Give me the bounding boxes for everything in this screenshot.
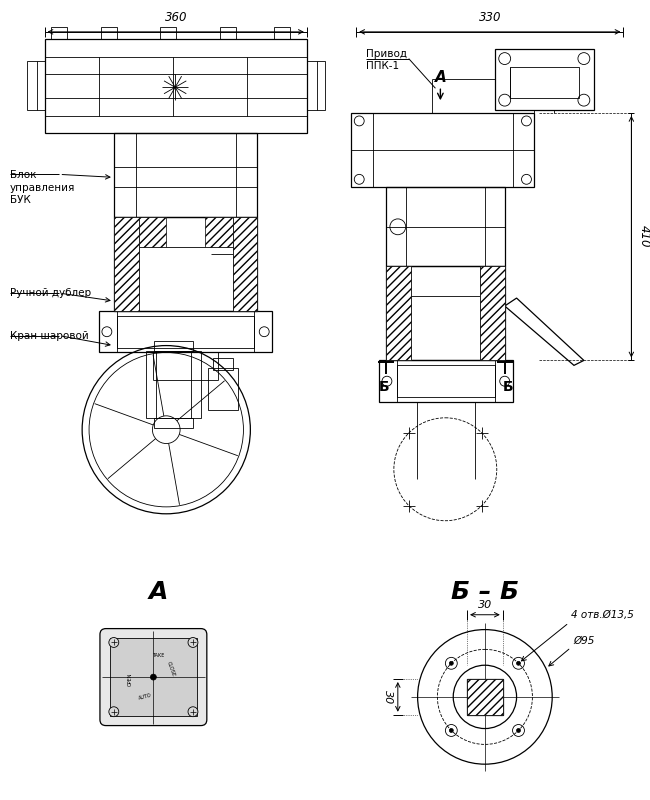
Polygon shape	[504, 298, 584, 366]
Bar	[386, 187, 504, 266]
Bar	[379, 361, 513, 402]
Text: Привод
ППК-1: Привод ППК-1	[366, 49, 407, 71]
Bar	[27, 61, 45, 110]
Bar	[386, 266, 411, 361]
Bar	[51, 27, 68, 38]
Bar	[205, 217, 233, 246]
Text: 410: 410	[637, 226, 650, 248]
Text: 30: 30	[383, 690, 393, 704]
Text: А: А	[149, 580, 168, 604]
Bar	[161, 27, 176, 38]
Bar	[114, 217, 257, 311]
Text: Ручной дублер: Ручной дублер	[10, 288, 91, 298]
Circle shape	[449, 729, 453, 733]
Text: Кран шаровой: Кран шаровой	[10, 330, 88, 341]
Bar	[208, 368, 237, 410]
Text: Ø95: Ø95	[573, 635, 594, 646]
Bar	[138, 217, 166, 246]
Text: 330: 330	[478, 11, 501, 24]
FancyBboxPatch shape	[100, 629, 207, 726]
Bar	[397, 366, 495, 397]
Bar	[495, 49, 593, 110]
Bar	[114, 217, 138, 311]
Text: CLOSE: CLOSE	[166, 661, 176, 678]
Text: 360: 360	[165, 11, 187, 24]
Polygon shape	[122, 666, 161, 689]
Circle shape	[517, 662, 521, 666]
Bar	[146, 350, 201, 418]
Bar	[45, 38, 307, 133]
Text: Б – Б: Б – Б	[451, 580, 519, 604]
Bar	[467, 679, 502, 714]
Text: Б: Б	[379, 380, 389, 394]
Ellipse shape	[119, 646, 188, 708]
Bar	[155, 341, 193, 350]
Text: Б: Б	[502, 380, 513, 394]
Text: AUTO: AUTO	[138, 693, 153, 701]
Circle shape	[188, 638, 198, 647]
Text: Блок
управления
БУК: Блок управления БУК	[10, 170, 75, 206]
Bar	[274, 27, 290, 38]
Text: OPEN: OPEN	[127, 672, 133, 686]
Bar	[110, 638, 197, 716]
Bar	[213, 358, 233, 370]
Text: TAKE: TAKE	[152, 653, 164, 658]
Bar	[233, 217, 257, 311]
Text: 4 отв.Ø13,5: 4 отв.Ø13,5	[571, 610, 634, 620]
Bar	[510, 66, 579, 98]
Bar	[220, 27, 235, 38]
Ellipse shape	[114, 642, 193, 713]
Bar	[101, 27, 117, 38]
Bar	[99, 311, 272, 353]
Text: А: А	[434, 70, 447, 86]
Bar	[117, 316, 254, 347]
Bar	[307, 61, 324, 110]
Circle shape	[449, 662, 453, 666]
Text: 30: 30	[478, 600, 492, 610]
Bar	[467, 679, 502, 714]
Bar	[155, 418, 193, 428]
Circle shape	[109, 638, 119, 647]
Bar	[351, 113, 534, 187]
Circle shape	[150, 674, 157, 680]
Circle shape	[517, 729, 521, 733]
Bar	[114, 133, 257, 217]
Circle shape	[188, 706, 198, 717]
Bar	[386, 266, 504, 361]
Bar	[480, 266, 504, 361]
Circle shape	[109, 706, 119, 717]
